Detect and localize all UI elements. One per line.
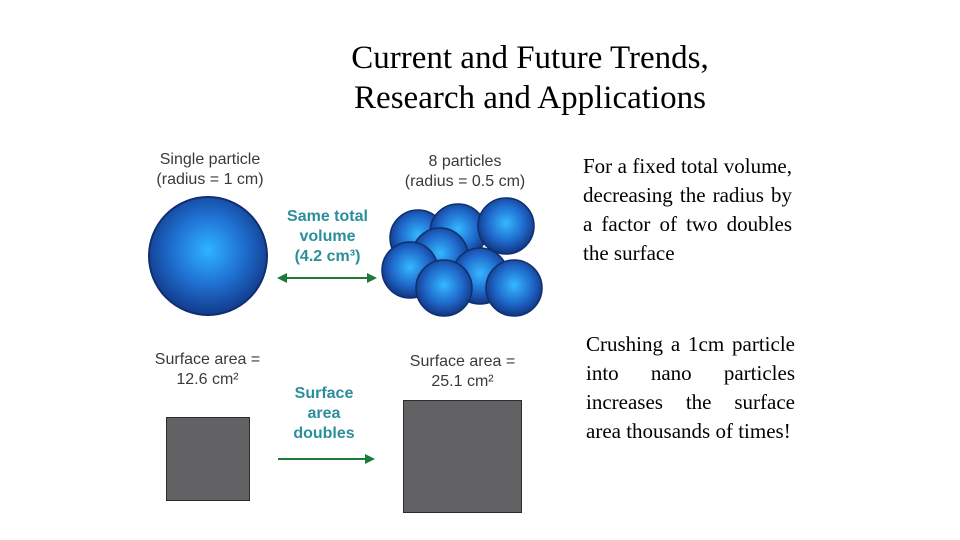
slide-title: Current and Future Trends, Research and … <box>300 38 760 118</box>
small-sphere <box>485 259 543 317</box>
single-particle-sphere <box>148 196 268 316</box>
text-crushing-particle: Crushing a 1cm particle into nano partic… <box>586 332 795 443</box>
title-line-1: Current and Future Trends, <box>351 40 709 76</box>
small-sphere <box>477 197 535 255</box>
title-line-2: Research and Applications <box>354 80 706 116</box>
single-particle-label: Single particle (radius = 1 cm) <box>156 151 264 188</box>
eight-particles-label: 8 particles (radius = 0.5 cm) <box>404 153 526 190</box>
large-surface-square <box>403 400 522 513</box>
small-sphere <box>415 259 473 317</box>
same-volume-label: Same total volume (4.2 cm³) <box>287 208 368 265</box>
text-fixed-volume: For a fixed total volume, decreasing the… <box>583 154 792 265</box>
surface-area-large-label: Surface area = 25.1 cm² <box>409 353 516 390</box>
surface-area-small-label: Surface area = 12.6 cm² <box>154 351 261 388</box>
small-surface-square <box>166 417 250 501</box>
eight-particles-cluster <box>381 197 543 317</box>
area-doubles-label: Surface area doubles <box>293 385 355 442</box>
